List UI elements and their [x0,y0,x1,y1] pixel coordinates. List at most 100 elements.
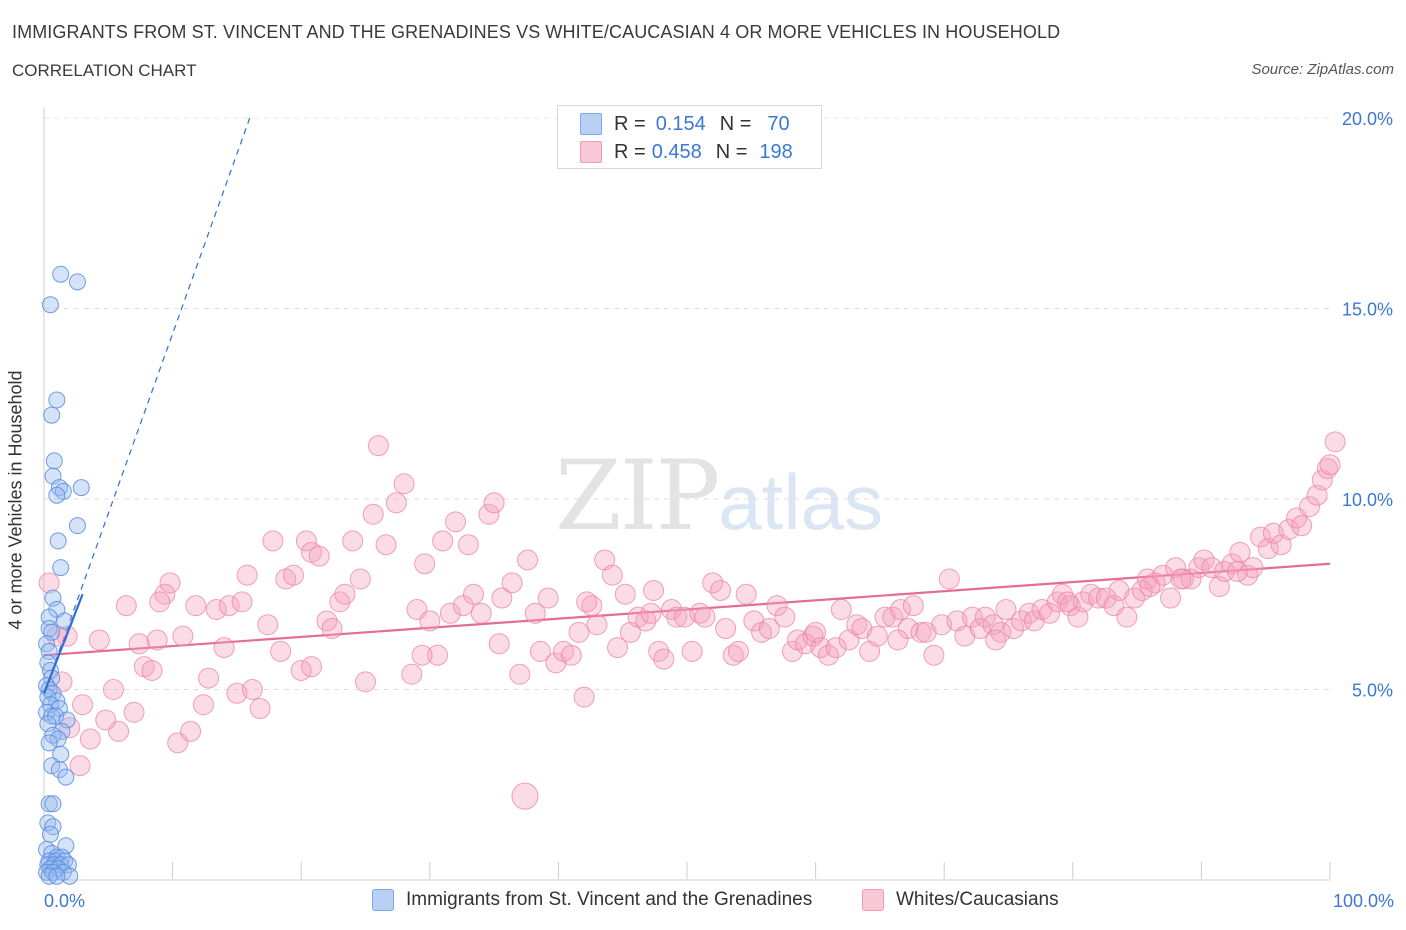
data-point-whites [393,473,415,495]
data-point-whites [1059,595,1081,617]
data-point-whites [1160,587,1182,609]
data-point-whites [432,530,454,552]
data-point-whites [1201,557,1223,579]
legend-row-immigrants: R = 0.154 N = 70 [580,112,790,136]
data-point-immigrants [48,391,66,409]
data-point-whites [614,583,636,605]
bottom-legend-swatch-blue [372,889,394,911]
data-point-whites [88,629,110,651]
data-point-whites [463,583,485,605]
data-point-whites [192,694,214,716]
legend-n-value: 70 [767,112,790,135]
trend-line-whites [43,562,1331,657]
data-point-whites [802,625,824,647]
data-point-whites [185,595,207,617]
data-point-whites [1165,557,1187,579]
data-point-whites [743,610,765,632]
data-point-whites [653,648,675,670]
data-point-whites [517,549,539,571]
y-tick-label: 15.0% [1342,300,1393,320]
data-point-whites [300,656,322,678]
x-tick-label-max: 100.0% [1332,891,1394,911]
data-point-whites [419,610,441,632]
data-point-whites [236,564,258,586]
data-point-whites [511,782,539,810]
data-point-whites [889,598,911,620]
data-point-immigrants [68,273,86,291]
data-point-whites [128,633,150,655]
data-point-immigrants [52,559,70,577]
data-point-whites [817,644,839,666]
data-point-immigrants [44,589,62,607]
data-point-whites [882,606,904,628]
data-point-whites [825,637,847,659]
data-point-whites [715,618,737,640]
bottom-legend-label-immigrants: Immigrants from St. Vincent and the Gren… [406,889,813,910]
data-point-whites [529,640,551,662]
data-point-whites [851,618,873,640]
series-whites-points [38,431,1346,810]
data-point-whites [501,572,523,594]
data-point-whites [102,679,124,700]
bottom-legend-whites: Whites/Caucasians [862,889,1059,911]
data-point-whites [123,701,145,723]
data-point-immigrants [57,768,75,786]
data-point-whites [1039,602,1061,624]
data-point-immigrants [40,734,58,752]
data-point-whites [1108,579,1130,601]
data-point-whites [509,663,531,685]
data-point-whites [270,640,292,662]
data-point-whites [115,595,137,617]
data-point-whites [69,755,91,777]
data-point-immigrants [43,406,61,424]
data-point-whites [1088,587,1110,609]
data-point-immigrants [61,867,79,885]
y-axis-label: 4 or more Vehicles in Household [5,370,26,630]
data-point-whites [619,621,641,643]
data-point-whites [367,435,389,457]
data-point-whites [982,614,1004,636]
data-point-whites [1124,587,1146,609]
data-point-whites [774,606,796,628]
data-point-whites [1270,534,1292,556]
data-point-whites [859,640,881,662]
data-point-whites [640,602,662,624]
data-point-whites [72,694,94,716]
data-point-whites [213,637,235,659]
data-point-immigrants [49,532,67,550]
data-point-whites [257,614,279,636]
data-point-whites [1319,454,1341,476]
data-point-whites [355,671,376,693]
data-point-immigrants [68,517,86,535]
data-point-whites [954,625,976,647]
data-point-whites [586,614,608,636]
data-point-whites [149,591,171,613]
data-point-immigrants [52,745,70,763]
legend-r-value: 0.458 [651,140,702,163]
data-point-whites [79,728,101,750]
data-point-whites [488,633,510,655]
y-tick-labels: 5.0% 10.0% 15.0% 20.0% [1342,109,1393,701]
data-point-whites [969,618,991,640]
data-point-immigrants [43,757,61,775]
data-point-whites [766,595,788,617]
data-point-whites [231,591,253,613]
y-tick-label: 20.0% [1342,109,1393,129]
axes [43,108,1331,881]
data-point-whites [666,606,688,628]
data-point-whites [218,595,240,617]
data-point-whites [902,595,924,617]
data-point-whites [439,602,461,624]
data-point-whites [594,549,616,571]
trend-line-immigrants [42,593,84,694]
watermark: ZIPatlas [555,440,883,552]
data-point-whites [1010,610,1032,632]
data-point-whites [709,579,731,601]
data-point-whites [805,621,827,643]
data-point-whites [1250,526,1272,548]
data-point-whites [1116,606,1138,628]
y-tick-label: 5.0% [1352,681,1393,701]
data-point-whites [537,587,559,609]
data-point-whites [241,679,263,700]
data-point-whites [262,530,284,552]
